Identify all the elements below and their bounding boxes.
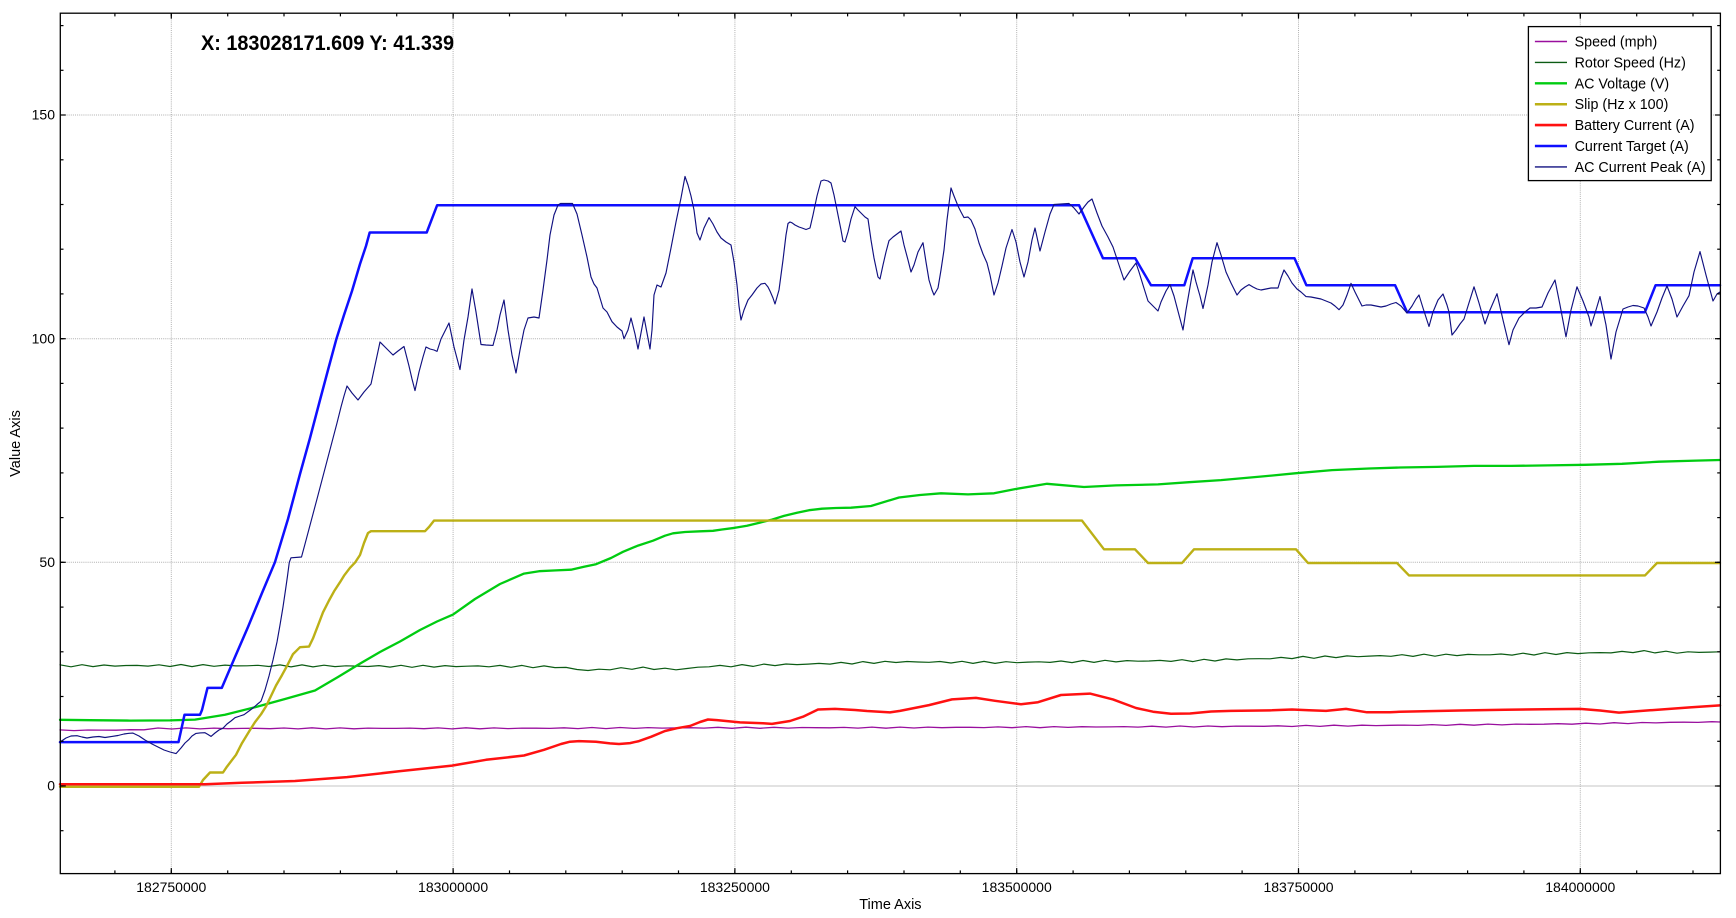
svg-text:Rotor Speed (Hz): Rotor Speed (Hz) bbox=[1575, 55, 1686, 71]
svg-text:183500000: 183500000 bbox=[982, 879, 1052, 895]
svg-text:Battery Current (A): Battery Current (A) bbox=[1575, 118, 1695, 134]
svg-text:Time Axis: Time Axis bbox=[859, 897, 921, 913]
svg-text:183250000: 183250000 bbox=[700, 879, 770, 895]
svg-text:0: 0 bbox=[47, 778, 55, 794]
svg-text:50: 50 bbox=[39, 554, 55, 570]
svg-text:150: 150 bbox=[32, 107, 56, 123]
svg-text:Speed (mph): Speed (mph) bbox=[1575, 35, 1658, 51]
svg-text:183750000: 183750000 bbox=[1263, 879, 1333, 895]
svg-text:Slip (Hz x 100): Slip (Hz x 100) bbox=[1575, 97, 1669, 113]
svg-text:182750000: 182750000 bbox=[136, 879, 206, 895]
svg-text:X: 183028171.609 Y: 41.339: X: 183028171.609 Y: 41.339 bbox=[201, 31, 454, 55]
svg-text:184000000: 184000000 bbox=[1545, 879, 1615, 895]
svg-text:Current Target (A): Current Target (A) bbox=[1575, 139, 1689, 155]
svg-text:AC Current Peak (A): AC Current Peak (A) bbox=[1575, 160, 1706, 176]
svg-text:100: 100 bbox=[32, 330, 56, 346]
svg-text:Value Axis: Value Axis bbox=[8, 410, 24, 477]
svg-text:183000000: 183000000 bbox=[418, 879, 488, 895]
svg-text:AC Voltage (V): AC Voltage (V) bbox=[1575, 76, 1670, 92]
